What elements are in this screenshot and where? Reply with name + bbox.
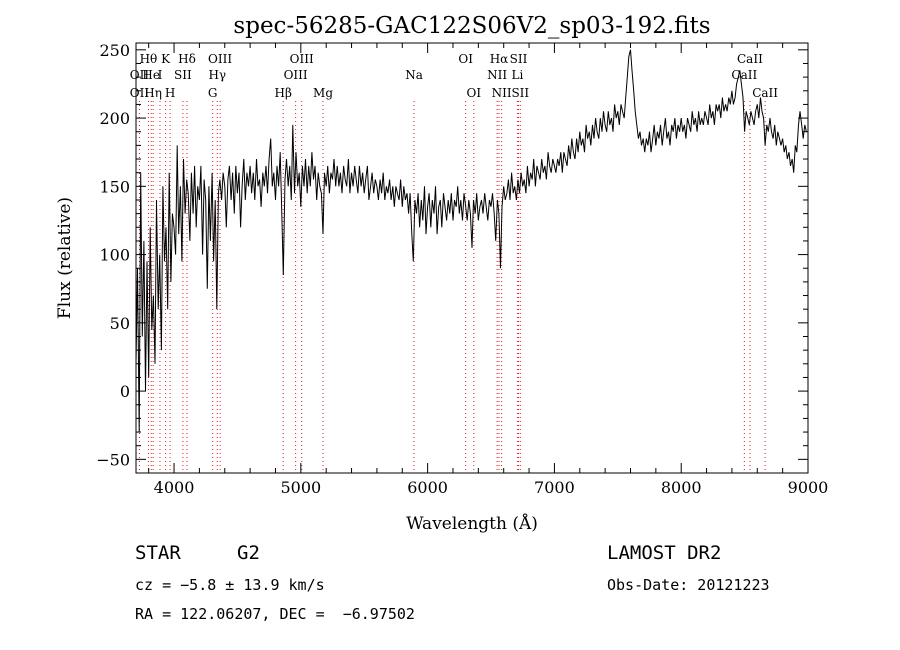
x-tick-label: 5000	[280, 478, 321, 497]
line-marker-label: He	[142, 68, 160, 82]
line-marker-label: OII	[130, 68, 150, 82]
line-marker-label: NII	[492, 86, 512, 100]
x-tick-label: 8000	[661, 478, 702, 497]
line-marker-label: Hη	[144, 86, 162, 100]
y-tick-label: 50	[110, 314, 130, 333]
plot-frame	[135, 42, 809, 474]
line-marker-label: OIII	[208, 52, 232, 66]
chart-title: spec-56285-GAC122S06V2_sp03-192.fits	[233, 13, 710, 39]
y-tick-label: −50	[96, 450, 130, 469]
y-tick-label: 100	[99, 246, 130, 265]
line-marker-label: CaII	[737, 52, 763, 66]
line-marker-label: SII	[511, 86, 529, 100]
line-marker-label: Na	[405, 68, 423, 82]
subclass-label: G2	[237, 542, 260, 564]
line-marker-label: SII	[174, 68, 192, 82]
line-marker-label: OI	[466, 86, 481, 100]
line-marker-label: CaII	[752, 86, 778, 100]
spectrum-series-line	[135, 49, 807, 433]
line-marker-label: SII	[510, 52, 528, 66]
line-marker-label: CaII	[731, 68, 757, 82]
y-tick-label: 150	[99, 177, 130, 196]
line-marker-label: Hβ	[275, 86, 292, 100]
x-tick-label: 9000	[788, 478, 829, 497]
x-tick-label: 6000	[407, 478, 448, 497]
line-marker-label: K	[161, 52, 171, 66]
line-marker-label: Hγ	[208, 68, 226, 82]
coordinates-label: RA = 122.06207, DEC = −6.97502	[135, 605, 415, 623]
axis-ticks: 4000 5000 6000 7000 8000 9000 −50 0 50 100 150 200 2…	[96, 41, 828, 497]
cz-label: cz = −5.8 ± 13.9 km/s	[135, 576, 325, 594]
line-marker-label: I	[158, 68, 163, 82]
line-marker-label: OIII	[284, 68, 308, 82]
y-tick-label: 200	[99, 109, 130, 128]
line-marker-label: OI	[458, 52, 473, 66]
x-axis-label: Wavelength (Å)	[406, 513, 538, 534]
survey-label: LAMOST DR2	[607, 542, 722, 564]
line-marker-label: Hθ	[140, 52, 158, 66]
class-label: STAR	[135, 542, 181, 564]
line-marker-label: Hα	[490, 52, 509, 66]
x-tick-label: 7000	[534, 478, 575, 497]
y-tick-label: 0	[120, 382, 130, 401]
y-tick-label: 250	[99, 41, 130, 60]
line-marker-label: Li	[511, 68, 523, 82]
line-marker-label: OIII	[290, 52, 314, 66]
line-marker-label: G	[208, 86, 218, 100]
y-axis-label: Flux (relative)	[55, 197, 75, 319]
obs-date-label: Obs-Date: 20121223	[607, 576, 770, 594]
line-marker-label: Hδ	[178, 52, 196, 66]
line-marker-label: H	[165, 86, 175, 100]
line-marker-label: OII	[130, 86, 150, 100]
line-marker-label: NII	[487, 68, 507, 82]
x-tick-label: 4000	[154, 478, 195, 497]
line-marker-label: Mg	[313, 86, 333, 100]
